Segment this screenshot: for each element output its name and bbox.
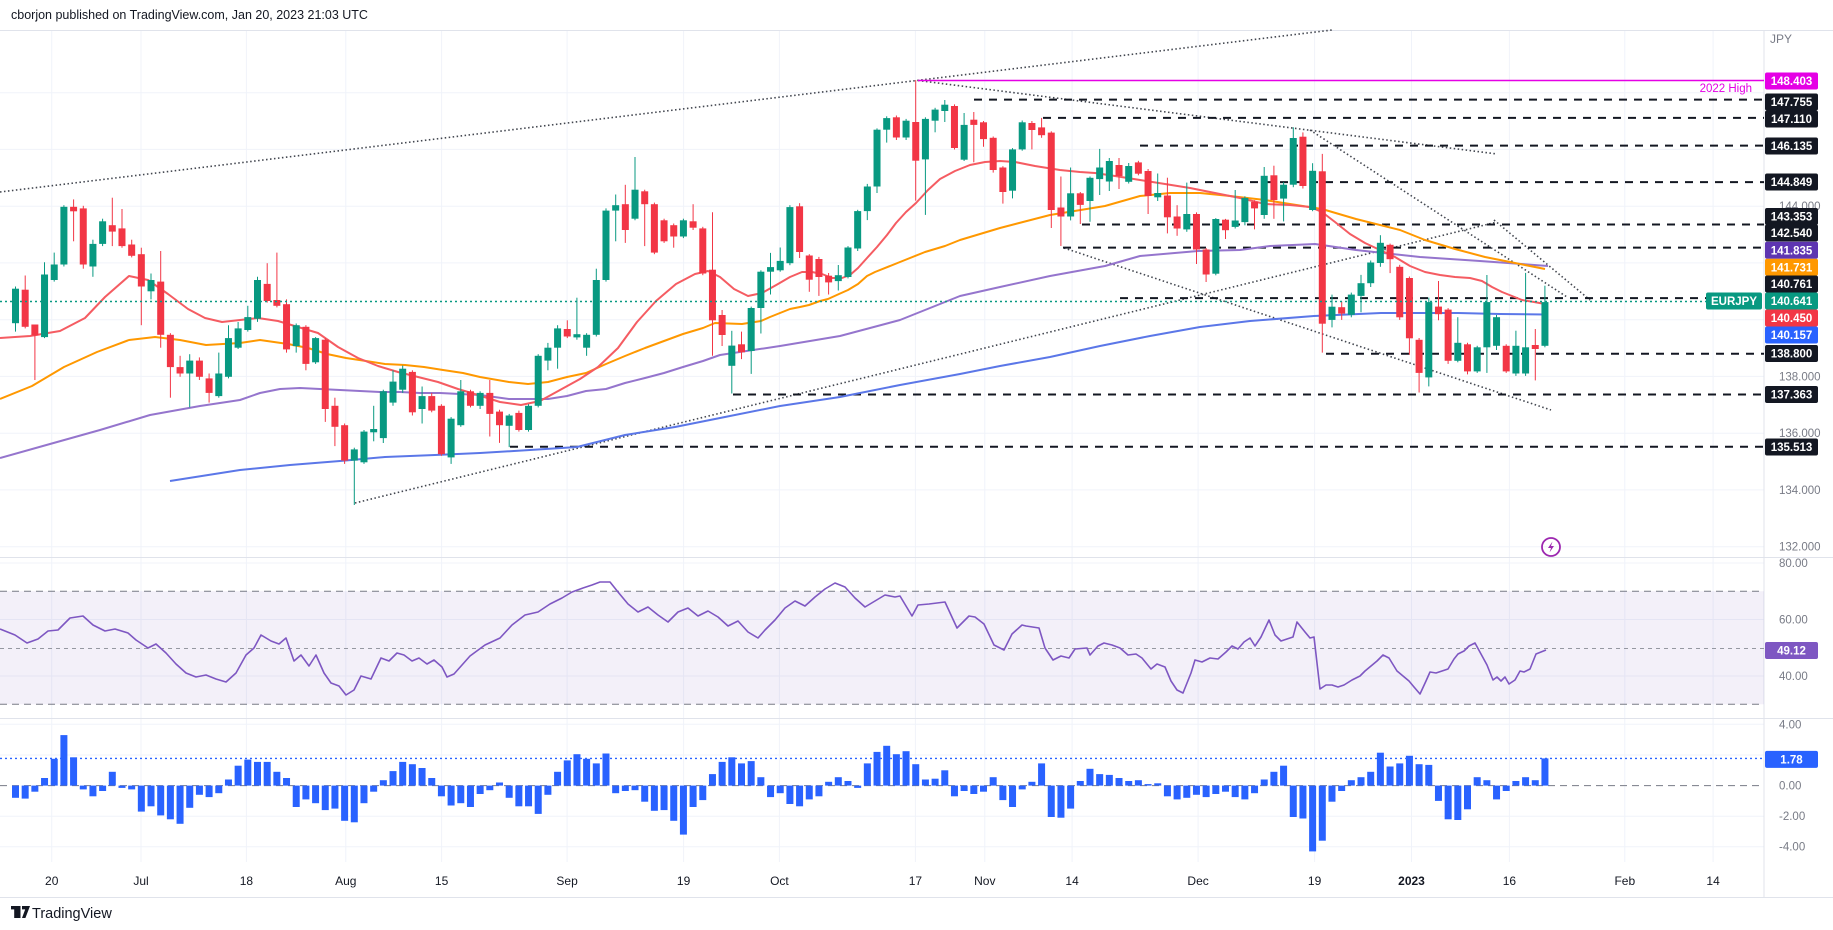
svg-text:18: 18 <box>240 874 254 888</box>
svg-text:14: 14 <box>1065 874 1079 888</box>
svg-text:14: 14 <box>1706 874 1720 888</box>
svg-text:60.00: 60.00 <box>1779 615 1808 627</box>
svg-text:Feb: Feb <box>1614 874 1635 888</box>
svg-text:TradingView: TradingView <box>32 906 112 922</box>
svg-text:16: 16 <box>1503 874 1517 888</box>
svg-text:138.800: 138.800 <box>1771 349 1813 361</box>
svg-text:136.000: 136.000 <box>1779 428 1821 440</box>
svg-text:2023: 2023 <box>1398 874 1425 888</box>
svg-text:0.00: 0.00 <box>1779 781 1801 793</box>
svg-text:132.000: 132.000 <box>1779 542 1821 554</box>
svg-text:2022 High: 2022 High <box>1700 83 1752 95</box>
svg-text:Oct: Oct <box>770 874 789 888</box>
svg-text:80.00: 80.00 <box>1779 558 1808 570</box>
svg-text:137.363: 137.363 <box>1771 390 1813 402</box>
svg-text:Jul: Jul <box>133 874 148 888</box>
svg-text:15: 15 <box>435 874 449 888</box>
svg-text:148.403: 148.403 <box>1771 76 1813 88</box>
svg-text:40.00: 40.00 <box>1779 671 1808 683</box>
svg-text:143.353: 143.353 <box>1771 212 1813 224</box>
svg-text:Nov: Nov <box>974 874 995 888</box>
svg-text:144.849: 144.849 <box>1771 177 1813 189</box>
svg-text:Aug: Aug <box>335 874 356 888</box>
svg-text:147.110: 147.110 <box>1771 114 1812 126</box>
svg-text:140.157: 140.157 <box>1771 330 1813 342</box>
svg-text:Sep: Sep <box>556 874 578 888</box>
svg-text:19: 19 <box>677 874 691 888</box>
svg-text:17: 17 <box>909 874 923 888</box>
svg-text:Dec: Dec <box>1187 874 1208 888</box>
svg-text:141.835: 141.835 <box>1771 245 1813 257</box>
svg-text:cborjon published on TradingVi: cborjon published on TradingView.com, Ja… <box>11 8 368 22</box>
svg-text:140.641: 140.641 <box>1771 296 1813 308</box>
svg-text:JPY: JPY <box>1770 32 1792 46</box>
svg-text:138.000: 138.000 <box>1779 371 1821 383</box>
svg-text:140.450: 140.450 <box>1771 313 1813 325</box>
svg-text:140.761: 140.761 <box>1771 279 1813 291</box>
svg-text:135.513: 135.513 <box>1771 442 1813 454</box>
svg-text:134.000: 134.000 <box>1779 485 1821 497</box>
svg-text:20: 20 <box>45 874 59 888</box>
svg-text:146.135: 146.135 <box>1771 141 1813 153</box>
svg-text:141.731: 141.731 <box>1771 262 1813 274</box>
svg-text:-2.00: -2.00 <box>1779 811 1805 823</box>
svg-text:EURJPY: EURJPY <box>1711 296 1757 308</box>
svg-text:19: 19 <box>1308 874 1322 888</box>
svg-text:-4.00: -4.00 <box>1779 842 1805 854</box>
svg-text:49.12: 49.12 <box>1777 646 1806 658</box>
svg-text:4.00: 4.00 <box>1779 719 1801 731</box>
svg-text:147.755: 147.755 <box>1771 97 1813 109</box>
svg-text:1.78: 1.78 <box>1780 754 1803 766</box>
svg-text:142.540: 142.540 <box>1771 228 1813 240</box>
